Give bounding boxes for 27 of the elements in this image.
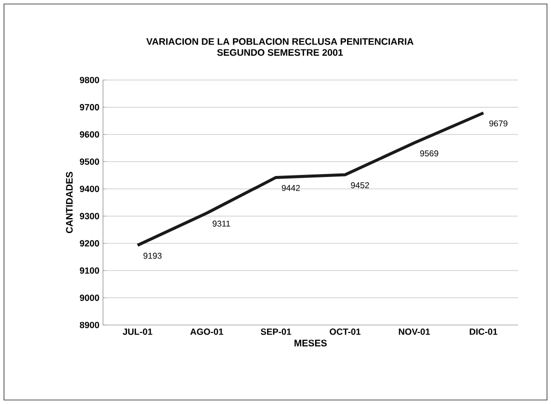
line-series xyxy=(136,111,485,247)
x-tick-label: JUL-01 xyxy=(122,328,152,335)
data-label: 9679 xyxy=(489,120,508,126)
y-tick-label: 8900 xyxy=(80,322,100,328)
data-label: 9569 xyxy=(420,150,438,156)
y-tick-label: 9500 xyxy=(80,158,100,165)
data-label: 9311 xyxy=(212,220,230,227)
y-tick-label: 9200 xyxy=(80,240,100,247)
y-tick-label: 9600 xyxy=(80,131,100,138)
x-axis-title: MESES xyxy=(294,340,327,346)
chart-subtitle: SEGUNDO SEMESTRE 2001 xyxy=(217,49,343,56)
data-label: 9452 xyxy=(350,182,370,188)
y-tick-label: 9100 xyxy=(80,267,100,274)
y-axis-title: CANTIDADES xyxy=(66,172,73,234)
y-tick-label: 9000 xyxy=(80,294,100,301)
x-tick-label: DIC-01 xyxy=(470,328,498,335)
x-tick-label: SEP-01 xyxy=(260,328,292,335)
x-tick-label: OCT-01 xyxy=(330,328,361,335)
y-tick-label: 9700 xyxy=(80,104,100,110)
data-label: 9442 xyxy=(282,184,300,191)
y-tick-label: 9400 xyxy=(80,186,100,192)
x-tick-label: AGO-01 xyxy=(190,328,224,335)
chart-title: VARIACION DE LA POBLACION RECLUSA PENITENCIARIA xyxy=(146,38,414,45)
x-tick-label: NOV-01 xyxy=(398,328,430,335)
y-tick-label: 9800 xyxy=(80,76,100,84)
y-tick-label: 9300 xyxy=(80,212,100,220)
data-label: 9193 xyxy=(143,252,162,259)
